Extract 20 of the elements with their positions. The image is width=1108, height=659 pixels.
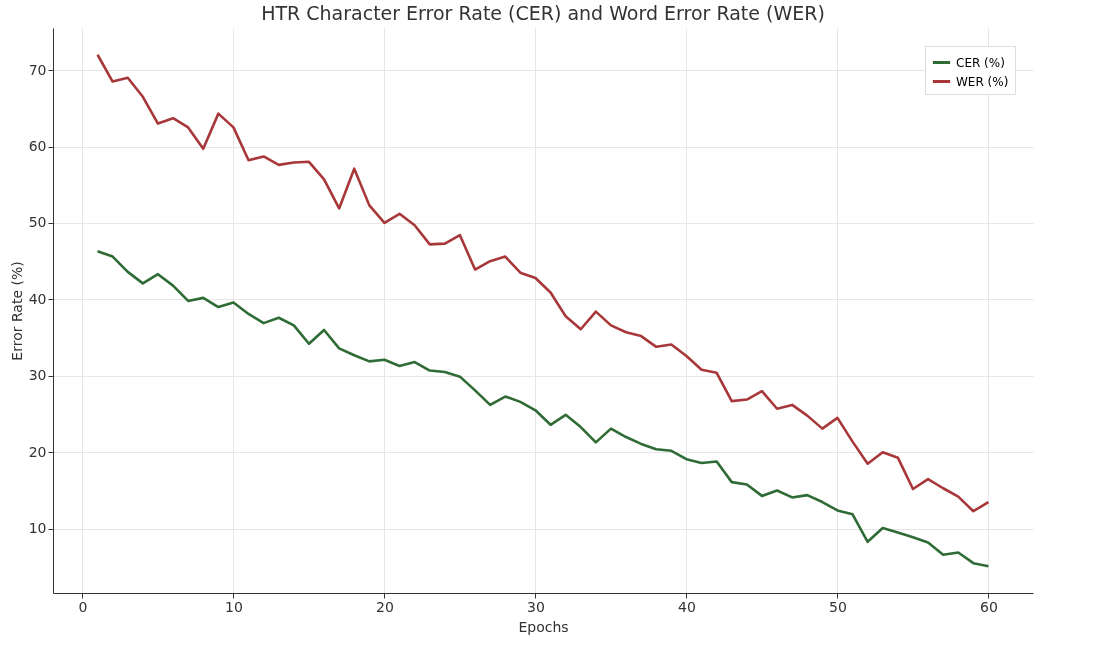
y-tick-label: 60 — [28, 138, 47, 154]
y-tick-label: 40 — [28, 290, 47, 307]
y-tick-label: 20 — [28, 443, 47, 460]
y-tick-label: 50 — [28, 214, 47, 231]
legend-label: CER (%) — [956, 55, 1005, 70]
line-series — [96, 249, 990, 568]
y-tick-label: 30 — [28, 367, 47, 384]
x-tick-label: 60 — [980, 598, 998, 615]
x-tick-label: 30 — [527, 598, 545, 615]
x-tick-label: 20 — [376, 598, 394, 615]
chart-title: HTR Character Error Rate (CER) and Word Error Rate (WER) — [261, 2, 825, 24]
x-tick-label: 40 — [678, 598, 696, 615]
x-tick-label: 0 — [78, 598, 88, 615]
y-tick-label: 70 — [28, 61, 47, 78]
x-tick-label: 10 — [225, 598, 243, 615]
x-axis-title: Epochs — [518, 618, 569, 635]
x-tick-label: 50 — [829, 598, 847, 615]
y-axis-title: Error Rate (%) — [8, 261, 25, 361]
y-tick-label: 10 — [28, 520, 47, 537]
legend-label: WER (%) — [956, 74, 1009, 89]
